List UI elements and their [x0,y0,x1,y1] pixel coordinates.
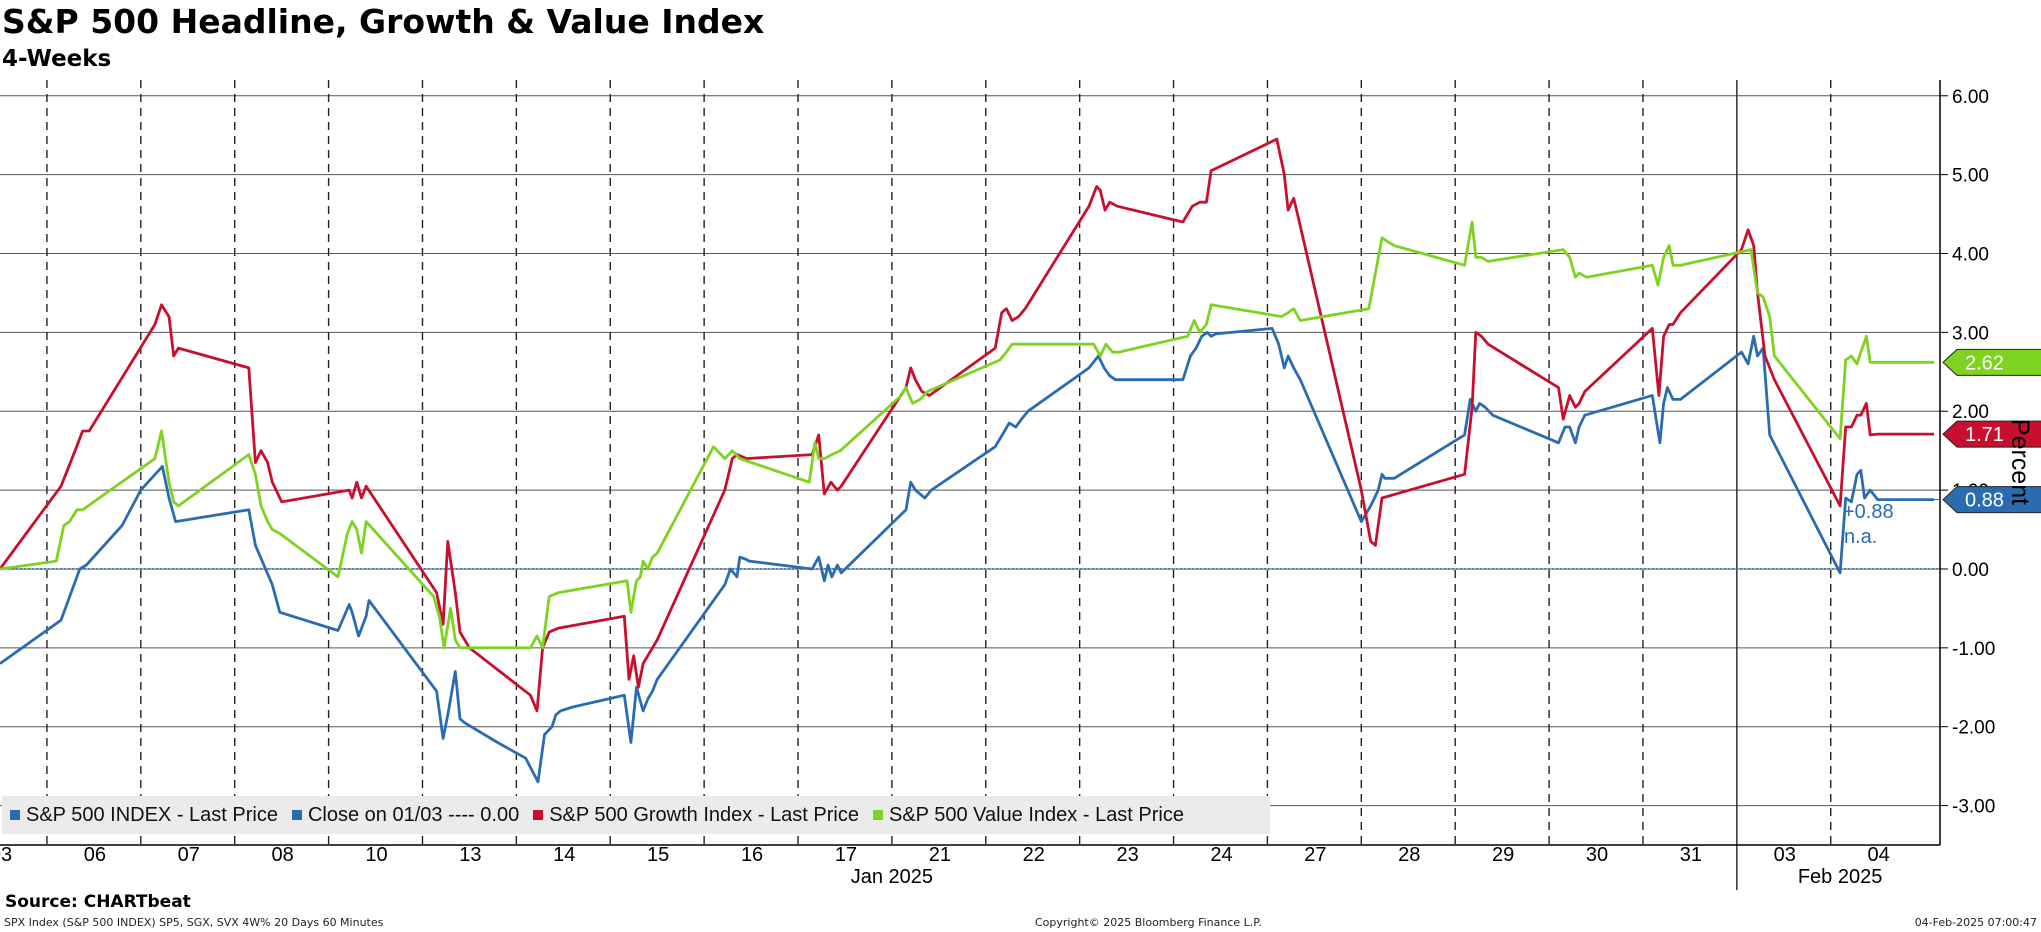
x-tick-label: 24 [1210,844,1232,866]
x-tick-label: 22 [1023,844,1045,866]
x-tick-label: 23 [1116,844,1138,866]
x-tick-label: 29 [1492,844,1514,866]
x-tick-label: 08 [272,844,294,866]
x-tick-label: 07 [178,844,200,866]
x-tick-label: 03 [1774,844,1796,866]
legend-item-spx[interactable]: S&P 500 INDEX - Last Price [10,804,278,827]
legend-swatch-value [873,810,883,820]
y-tick-label: 3.00 [1952,323,1989,344]
x-tick-label: 27 [1304,844,1326,866]
legend-label-growth: S&P 500 Growth Index - Last Price [549,803,859,826]
series-line-2 [0,220,1934,650]
source-note: Source: CHARTbeat [5,892,191,912]
annotation-value: +0.88 [1843,501,1894,523]
y-tick-label: 6.00 [1952,87,1989,108]
last-value-tag [1942,420,2041,448]
y-tick-label: 0.00 [1952,560,1989,581]
chart-legend: S&P 500 INDEX - Last Price Close on 01/0… [2,796,1270,834]
footer-timestamp: 04-Feb-2025 07:00:47 [1914,916,2037,929]
y-tick-label: 5.00 [1952,166,1989,187]
annotation-na: n.a. [1844,526,1877,548]
x-tick-label: 31 [1680,844,1702,866]
y-tick-label: 2.00 [1952,402,1989,423]
legend-swatch-close [291,810,302,820]
y-tick-label: -3.00 [1952,797,1995,818]
x-tick-label: 06 [84,844,106,866]
y-axis-label: Percent [2006,419,2034,505]
last-value-label: 2.62 [1965,352,2004,374]
x-tick-label: 30 [1586,844,1608,866]
x-tick-label: 14 [553,844,575,866]
y-tick-label: -2.00 [1952,718,1995,739]
x-tick-label: 03 [0,844,12,866]
last-value-label: 0.88 [1965,490,2004,512]
legend-item-close[interactable]: Close on 01/03 ---- 0.00 [291,803,520,827]
series-line-0 [0,326,1934,784]
legend-label-spx: S&P 500 INDEX - Last Price [26,803,278,826]
series-line-1 [0,137,1934,713]
month-label: Feb 2025 [1798,866,1883,888]
legend-item-growth[interactable]: S&P 500 Growth Index - Last Price [533,804,859,827]
legend-swatch-spx [10,810,20,820]
x-tick-label: 28 [1398,844,1420,866]
legend-swatch-growth [533,810,544,820]
x-tick-label: 21 [929,844,951,866]
chart-title: S&P 500 Headline, Growth & Value Index [2,2,765,41]
legend-item-value[interactable]: S&P 500 Value Index - Last Price [873,804,1184,827]
last-value-tag [1942,486,2041,514]
x-tick-label: 16 [741,844,763,866]
last-value-label: 1.71 [1965,424,2004,446]
footer-description: SPX Index (S&P 500 INDEX) SP5, SGX, SVX … [4,916,384,929]
footer-copyright: Copyright© 2025 Bloomberg Finance L.P. [1035,916,1262,929]
y-tick-label: -1.00 [1952,639,1995,660]
chart-subtitle: 4-Weeks [2,46,112,72]
x-tick-label: 15 [647,844,669,866]
x-tick-label: 10 [365,844,387,866]
last-value-tag [1942,348,2041,376]
legend-label-close: Close on 01/03 ---- 0.00 [307,803,520,826]
y-tick-label: 4.00 [1952,245,1989,266]
x-tick-label: 13 [459,844,481,866]
month-label: Jan 2025 [851,866,933,888]
legend-label-value: S&P 500 Value Index - Last Price [889,803,1184,826]
x-tick-label: 17 [835,844,857,866]
x-tick-label: 04 [1868,844,1890,866]
